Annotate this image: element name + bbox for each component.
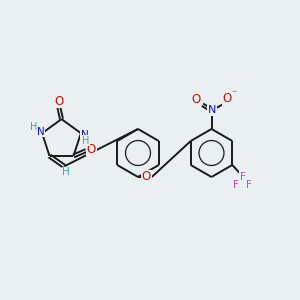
Text: F: F [240, 172, 246, 182]
Text: O: O [55, 94, 64, 108]
Text: H: H [62, 167, 70, 177]
Text: F: F [233, 180, 239, 190]
Text: O: O [192, 93, 201, 106]
Text: O: O [222, 92, 231, 105]
Text: N: N [208, 105, 216, 116]
Text: N: N [81, 130, 88, 140]
Text: H: H [82, 136, 89, 146]
Text: O: O [142, 170, 151, 184]
Text: O: O [87, 142, 96, 156]
Text: F: F [246, 180, 252, 190]
Text: ⁻: ⁻ [232, 89, 237, 99]
Text: N: N [37, 127, 44, 137]
Text: H: H [30, 122, 38, 132]
